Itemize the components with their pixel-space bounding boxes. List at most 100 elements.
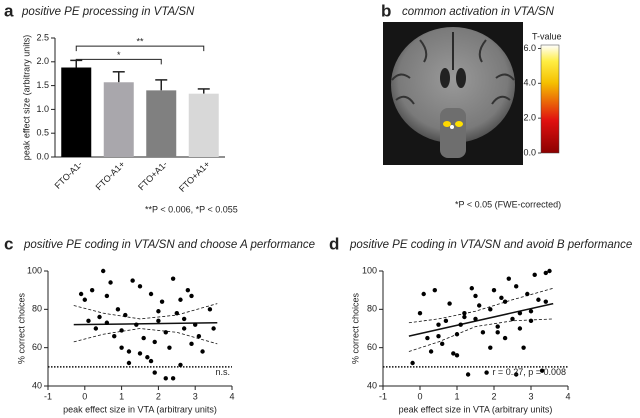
- data-point: [78, 291, 84, 297]
- data-point: [174, 310, 179, 316]
- data-point: [517, 326, 523, 331]
- significance-bracket: [75, 58, 162, 65]
- data-point: [410, 360, 415, 366]
- x-tick-label: -1: [379, 391, 387, 401]
- data-point: [137, 284, 143, 289]
- confidence-band: [408, 318, 554, 352]
- data-point: [196, 333, 202, 339]
- data-point: [123, 312, 128, 318]
- data-point: [104, 293, 110, 299]
- y-axis-label: % correct choices: [16, 292, 26, 364]
- x-tick-label: 1: [119, 391, 124, 401]
- x-tick-label: 0: [417, 391, 422, 401]
- data-point: [211, 326, 216, 331]
- y-axis-label: % correct choices: [350, 292, 360, 364]
- x-axis-label: peak effect size in VTA (arbitrary units…: [399, 404, 553, 414]
- data-point: [454, 353, 460, 358]
- panel-title: positive PE coding in VTA/SN and choose …: [23, 239, 315, 251]
- data-point: [200, 349, 205, 354]
- data-point: [167, 345, 172, 350]
- data-point: [159, 299, 165, 304]
- panel-letter: d: [329, 234, 339, 253]
- panel-letter: a: [4, 1, 14, 20]
- confidence-band: [408, 287, 554, 324]
- data-point: [148, 291, 154, 297]
- y-tick-label: 60: [367, 342, 377, 352]
- data-point: [462, 314, 467, 320]
- data-point: [428, 349, 434, 354]
- data-point: [181, 326, 187, 331]
- data-point: [126, 360, 132, 366]
- data-point: [465, 372, 471, 377]
- panel-title: common activation in VTA/SN: [402, 6, 555, 18]
- data-point: [425, 335, 430, 341]
- bar: [103, 82, 134, 157]
- data-point: [170, 376, 176, 381]
- x-tick-label: 2: [491, 391, 496, 401]
- data-point: [97, 314, 102, 320]
- data-point: [89, 287, 95, 293]
- x-axis-label: peak effect size in VTA (arbitrary units…: [63, 404, 217, 414]
- y-tick-label: 0.5: [36, 128, 49, 138]
- x-tick-label: 2: [156, 391, 161, 401]
- data-point: [421, 291, 426, 297]
- data-point: [119, 345, 124, 350]
- data-point: [499, 295, 504, 301]
- footnote: **P < 0.006, *P < 0.055: [145, 204, 238, 214]
- data-point: [506, 276, 511, 281]
- x-tick-label: 3: [528, 391, 533, 401]
- data-point: [163, 376, 168, 381]
- regression-line: [73, 322, 218, 326]
- significance-bracket: [75, 45, 205, 52]
- y-tick-label: 80: [367, 304, 377, 314]
- data-point: [436, 333, 441, 339]
- data-point: [510, 316, 515, 322]
- data-point: [152, 370, 157, 375]
- data-point: [458, 322, 463, 327]
- data-point: [473, 293, 478, 299]
- data-point: [462, 310, 467, 316]
- panel-title: positive PE processing in VTA/SN: [21, 6, 195, 18]
- data-point: [163, 330, 168, 335]
- data-point: [491, 287, 497, 293]
- data-point: [432, 287, 437, 293]
- data-point: [473, 316, 478, 322]
- panel-letter: c: [4, 234, 13, 253]
- data-point: [126, 349, 132, 354]
- data-point: [477, 303, 482, 308]
- data-point: [469, 286, 474, 291]
- data-point: [178, 362, 183, 368]
- data-point: [145, 355, 150, 360]
- data-point: [454, 332, 460, 337]
- y-tick-label: 1.5: [36, 80, 49, 90]
- data-point: [189, 341, 194, 347]
- data-point: [451, 351, 456, 356]
- data-point: [532, 272, 537, 278]
- data-point: [525, 291, 530, 297]
- x-tick-label: FTO-A1+: [94, 159, 127, 192]
- data-point: [82, 297, 88, 302]
- data-point: [543, 299, 548, 304]
- data-point: [141, 335, 146, 341]
- data-point: [93, 326, 99, 331]
- confidence-band: [73, 328, 218, 345]
- data-point: [543, 270, 548, 276]
- data-point: [514, 372, 519, 377]
- colorbar-tick-label: 2.0: [523, 113, 536, 123]
- data-point: [181, 316, 187, 322]
- data-point: [517, 310, 523, 316]
- data-point: [539, 368, 545, 373]
- data-point: [112, 333, 117, 339]
- x-tick-label: 0: [82, 391, 87, 401]
- data-point: [488, 345, 493, 350]
- bar: [188, 93, 219, 157]
- data-point: [189, 293, 194, 299]
- data-point: [488, 307, 493, 312]
- annotation: r = 0.27, p = 0.008: [492, 367, 566, 377]
- x-tick-label: 4: [229, 391, 234, 401]
- data-point: [193, 322, 198, 327]
- y-tick-label: 40: [32, 380, 42, 390]
- x-tick-label: -1: [44, 391, 52, 401]
